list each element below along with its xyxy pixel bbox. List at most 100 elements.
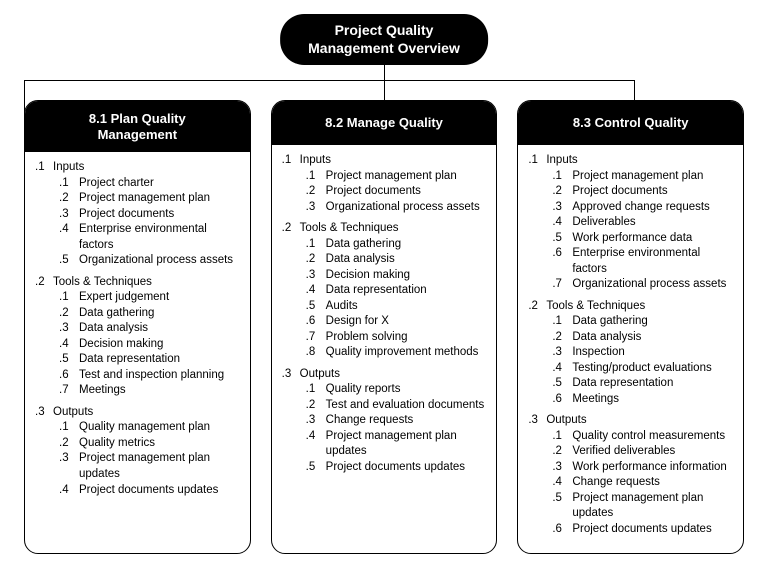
- item-num: .8: [306, 345, 326, 361]
- item-label: Organizational process assets: [326, 200, 487, 216]
- card-body: .1Inputs.1Project management plan.2Proje…: [272, 145, 497, 491]
- section-num: .2: [528, 299, 546, 315]
- item-num: .2: [306, 184, 326, 200]
- list-item: .3Change requests: [306, 413, 487, 429]
- item-label: Test and inspection planning: [79, 368, 240, 384]
- item-label: Organizational process assets: [79, 253, 240, 269]
- list-item: .5Data representation: [59, 352, 240, 368]
- item-num: .7: [306, 330, 326, 346]
- items-list: .1Quality management plan.2Quality metri…: [35, 420, 240, 498]
- section: .2Tools & Techniques.1Data gathering.2Da…: [528, 299, 733, 408]
- section-num: .3: [528, 413, 546, 429]
- section-num: .2: [35, 275, 53, 291]
- item-num: .1: [59, 176, 79, 192]
- list-item: .4Data representation: [306, 283, 487, 299]
- section-title: .2Tools & Techniques: [282, 221, 487, 237]
- list-item: .3Approved change requests: [552, 200, 733, 216]
- section-num: .3: [35, 405, 53, 421]
- item-label: Problem solving: [326, 330, 487, 346]
- card-0: 8.1 Plan Quality Management .1Inputs.1Pro…: [24, 100, 251, 554]
- section: .3Outputs.1Quality management plan.2Qual…: [35, 405, 240, 498]
- list-item: .4Project management plan updates: [306, 429, 487, 460]
- list-item: .2Data analysis: [306, 252, 487, 268]
- section: .1Inputs.1Project charter.2Project manag…: [35, 160, 240, 269]
- item-num: .3: [552, 345, 572, 361]
- item-num: .2: [59, 191, 79, 207]
- item-num: .1: [59, 420, 79, 436]
- list-item: .3Data analysis: [59, 321, 240, 337]
- item-label: Enterprise environmental factors: [572, 246, 733, 277]
- item-num: .5: [59, 352, 79, 368]
- list-item: .6Project documents updates: [552, 522, 733, 538]
- list-item: .3Inspection: [552, 345, 733, 361]
- item-num: .1: [59, 290, 79, 306]
- item-num: .3: [59, 207, 79, 223]
- item-label: Quality reports: [326, 382, 487, 398]
- item-label: Change requests: [572, 475, 733, 491]
- item-label: Quality metrics: [79, 436, 240, 452]
- item-num: .4: [306, 283, 326, 299]
- item-num: .2: [552, 184, 572, 200]
- item-label: Project documents updates: [326, 460, 487, 476]
- items-list: .1Project charter.2Project management pl…: [35, 176, 240, 269]
- item-label: Data representation: [572, 376, 733, 392]
- list-item: .4Decision making: [59, 337, 240, 353]
- section: .2Tools & Techniques.1Expert judgement.2…: [35, 275, 240, 399]
- card-header: 8.1 Plan Quality Management: [25, 101, 250, 152]
- item-num: .5: [552, 376, 572, 392]
- items-list: .1Quality control measurements.2Verified…: [528, 429, 733, 538]
- section: .2Tools & Techniques.1Data gathering.2Da…: [282, 221, 487, 361]
- card-body: .1Inputs.1Project management plan.2Proje…: [518, 145, 743, 553]
- item-num: .4: [552, 475, 572, 491]
- section-label: Inputs: [546, 153, 733, 169]
- list-item: .1Expert judgement: [59, 290, 240, 306]
- item-num: .2: [306, 398, 326, 414]
- item-num: .2: [552, 444, 572, 460]
- item-num: .4: [59, 222, 79, 253]
- list-item: .6Enterprise environmental factors: [552, 246, 733, 277]
- section-label: Outputs: [53, 405, 240, 421]
- list-item: .3Project management plan updates: [59, 451, 240, 482]
- list-item: .5Organizational process assets: [59, 253, 240, 269]
- section-label: Outputs: [546, 413, 733, 429]
- list-item: .1Project management plan: [306, 169, 487, 185]
- connector-vertical-3: [634, 80, 635, 100]
- section-title: .1Inputs: [528, 153, 733, 169]
- item-label: Project documents updates: [572, 522, 733, 538]
- item-label: Organizational process assets: [572, 277, 733, 293]
- item-label: Project documents: [79, 207, 240, 223]
- list-item: .3Work performance information: [552, 460, 733, 476]
- section-label: Tools & Techniques: [300, 221, 487, 237]
- item-num: .4: [59, 483, 79, 499]
- section: .3Outputs.1Quality control measurements.…: [528, 413, 733, 537]
- list-item: .6Test and inspection planning: [59, 368, 240, 384]
- section-num: .3: [282, 367, 300, 383]
- item-num: .1: [552, 429, 572, 445]
- item-num: .4: [306, 429, 326, 460]
- item-label: Test and evaluation documents: [326, 398, 487, 414]
- section-title: .3Outputs: [35, 405, 240, 421]
- section-num: .2: [282, 221, 300, 237]
- item-num: .5: [552, 491, 572, 522]
- item-label: Project management plan: [326, 169, 487, 185]
- item-num: .1: [306, 169, 326, 185]
- item-num: .3: [306, 200, 326, 216]
- item-label: Decision making: [326, 268, 487, 284]
- root-title-line2: Management Overview: [308, 40, 460, 58]
- list-item: .5Project documents updates: [306, 460, 487, 476]
- item-num: .6: [552, 522, 572, 538]
- list-item: .2Data gathering: [59, 306, 240, 322]
- section-num: .1: [35, 160, 53, 176]
- list-item: .2Project management plan: [59, 191, 240, 207]
- item-num: .1: [552, 314, 572, 330]
- items-list: .1Expert judgement.2Data gathering.3Data…: [35, 290, 240, 399]
- item-label: Project documents: [572, 184, 733, 200]
- list-item: .7Meetings: [59, 383, 240, 399]
- item-num: .5: [552, 231, 572, 247]
- list-item: .7Problem solving: [306, 330, 487, 346]
- list-item: .5Project management plan updates: [552, 491, 733, 522]
- list-item: .4Project documents updates: [59, 483, 240, 499]
- item-label: Project documents updates: [79, 483, 240, 499]
- item-label: Project management plan: [79, 191, 240, 207]
- list-item: .3Decision making: [306, 268, 487, 284]
